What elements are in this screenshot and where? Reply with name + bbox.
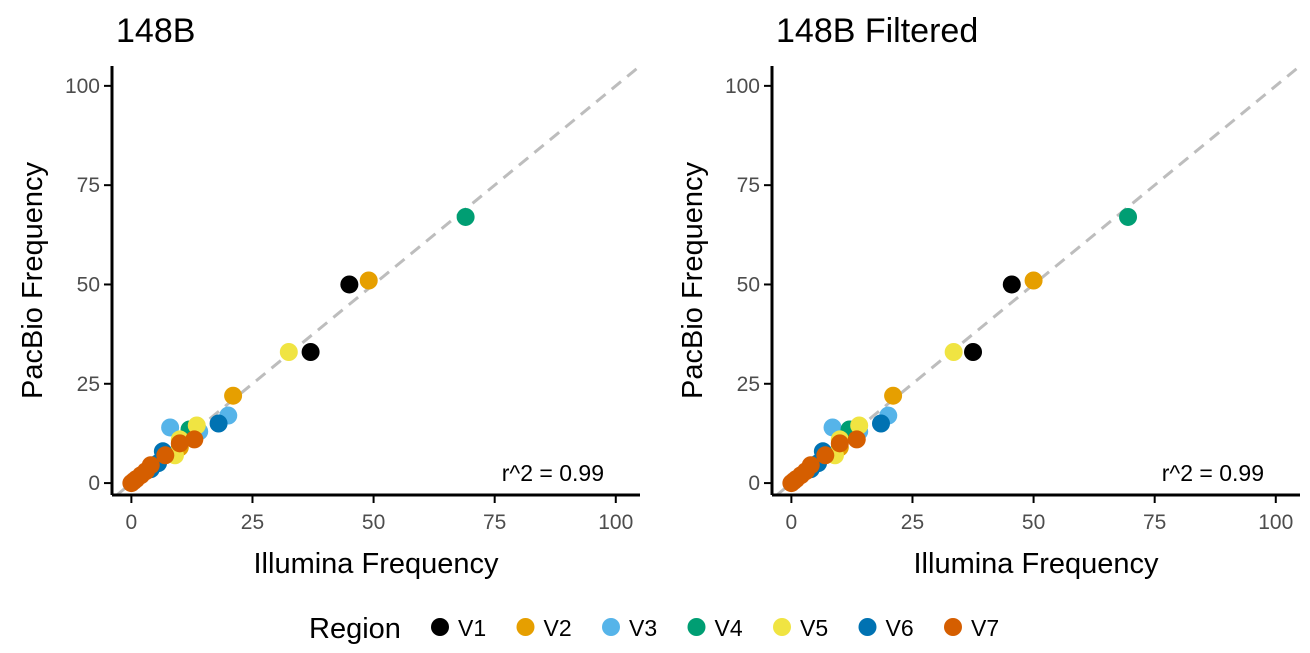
chart-title: 148B xyxy=(116,12,195,50)
identity-reference-line xyxy=(775,64,1301,497)
identity-reference-line xyxy=(115,64,641,497)
data-point-v5 xyxy=(187,416,206,435)
data-point-v7 xyxy=(847,430,866,449)
x-tick-label: 50 xyxy=(1022,511,1045,534)
x-tick-label: 0 xyxy=(126,511,138,534)
y-tick-label: 75 xyxy=(737,174,760,197)
x-tick-label: 100 xyxy=(598,511,633,534)
data-point-v7 xyxy=(782,474,801,493)
chart-title: 148B Filtered xyxy=(776,12,978,50)
legend-key-v3 xyxy=(602,618,620,636)
legend-label-v5: V5 xyxy=(800,615,828,641)
data-point-v6 xyxy=(209,414,228,433)
data-point-v7 xyxy=(816,446,835,465)
panel-148b-filtered: 148B Filtered 0 25 50 75 100 0 25 50 75 100 Illumin… xyxy=(677,12,1301,580)
data-point-v2 xyxy=(224,386,243,405)
r-squared-annotation: r^2 = 0.99 xyxy=(1162,460,1264,486)
panel-148b: 148B 0 25 50 75 100 0 25 50 75 100 Illumina Frequen… xyxy=(17,12,641,580)
data-point-v4 xyxy=(456,207,475,226)
data-point-v5 xyxy=(944,343,963,361)
data-point-v3 xyxy=(161,418,180,437)
legend-key-v4 xyxy=(687,618,706,636)
x-tick-label: 100 xyxy=(1258,511,1293,534)
x-tick-label: 25 xyxy=(901,511,924,534)
data-point-v2 xyxy=(359,271,378,290)
legend-title: Region xyxy=(309,613,401,645)
legend-key-v6 xyxy=(858,618,877,636)
y-tick-label: 0 xyxy=(88,472,100,495)
y-tick-label: 25 xyxy=(737,373,760,396)
data-point-v4 xyxy=(1119,207,1138,226)
x-tick-label: 75 xyxy=(483,511,506,534)
x-tick-label: 25 xyxy=(241,511,264,534)
data-point-v7 xyxy=(170,434,189,453)
y-tick-label: 75 xyxy=(77,174,100,197)
r-squared-annotation: r^2 = 0.99 xyxy=(502,460,604,486)
legend-key-v1 xyxy=(431,618,449,636)
y-tick-label: 100 xyxy=(725,75,760,98)
legend-label-v1: V1 xyxy=(458,615,486,641)
data-point-v1 xyxy=(964,343,983,361)
x-tick-label: 0 xyxy=(786,511,798,534)
data-point-v7 xyxy=(185,430,204,449)
data-point-v2 xyxy=(1024,271,1043,290)
x-axis-title: Illumina Frequency xyxy=(914,548,1159,580)
data-point-v1 xyxy=(301,343,320,361)
y-tick-label: 25 xyxy=(77,373,100,396)
data-point-v7 xyxy=(830,434,849,453)
data-point-v1 xyxy=(1002,275,1021,294)
legend-label-v4: V4 xyxy=(715,615,743,641)
y-tick-label: 50 xyxy=(737,273,760,296)
legend-label-v6: V6 xyxy=(886,615,914,641)
x-tick-label: 50 xyxy=(362,511,385,534)
y-tick-label: 100 xyxy=(65,75,100,98)
y-axis-title: PacBio Frequency xyxy=(17,162,49,399)
data-point-v7 xyxy=(156,446,175,465)
data-point-v6 xyxy=(871,414,890,433)
data-point-v1 xyxy=(340,275,359,294)
data-point-v7 xyxy=(122,474,141,493)
legend-label-v7: V7 xyxy=(971,615,999,641)
data-point-v5 xyxy=(279,343,298,361)
legend-label-v2: V2 xyxy=(544,615,572,641)
legend: Region V1 V2 V3 V4 V5 V6 V7 xyxy=(309,613,999,645)
legend-key-v7 xyxy=(944,618,962,636)
y-tick-label: 0 xyxy=(748,472,760,495)
legend-label-v3: V3 xyxy=(629,615,657,641)
x-tick-label: 75 xyxy=(1143,511,1166,534)
x-axis-title: Illumina Frequency xyxy=(254,548,499,580)
data-point-v5 xyxy=(850,416,869,435)
data-point-v2 xyxy=(884,386,903,405)
legend-key-v2 xyxy=(516,618,535,636)
legend-key-v5 xyxy=(773,618,791,636)
y-axis-title: PacBio Frequency xyxy=(677,162,709,399)
y-tick-label: 50 xyxy=(77,273,100,296)
